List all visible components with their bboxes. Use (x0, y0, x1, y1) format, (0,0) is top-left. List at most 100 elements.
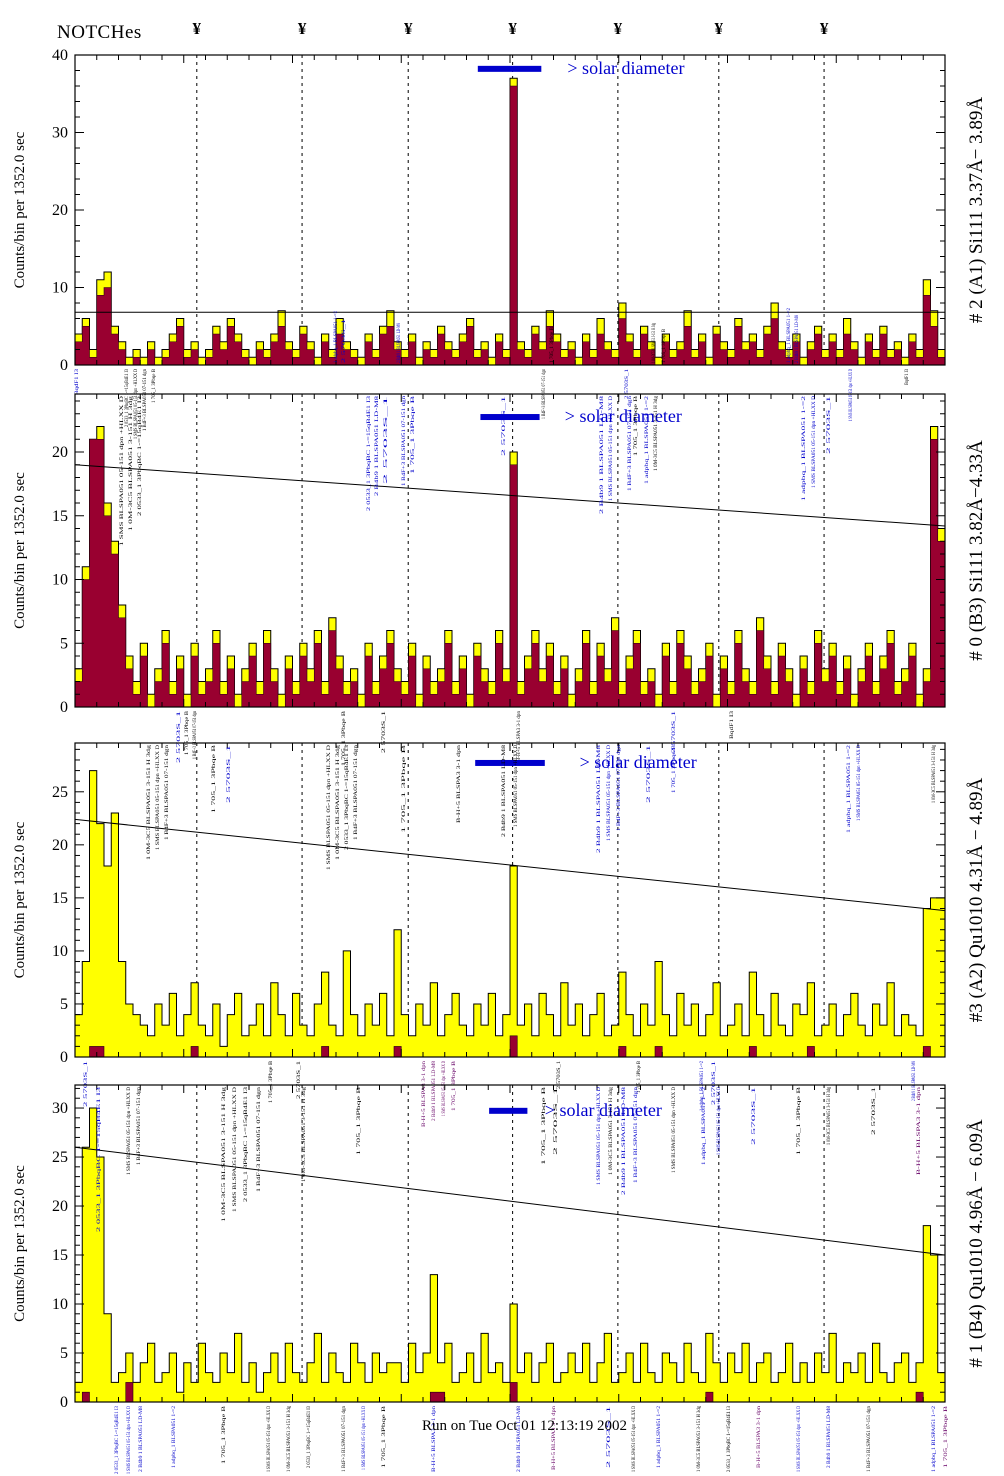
histogram-dark-red-series (74, 85, 946, 366)
fine-print-event-mark: 2 5703S_1 (711, 1061, 717, 1105)
y-tick-label: 10 (52, 280, 68, 297)
detector-range-label: # 2 (A1) Si111 3.37Å− 3.89Å (966, 97, 987, 323)
fine-print-event-mark: 1 705_1 3Pbqe B (341, 711, 347, 766)
y-tick-label: 20 (52, 202, 68, 219)
detector-range-label: # 1 (B4) Qu1010 4.96Å − 6.09Å (966, 1119, 987, 1367)
fine-print-event-mark: 1 705_1 3Pbqe B (671, 745, 677, 793)
y-tick-label: 0 (60, 1049, 68, 1066)
fine-print-event-mark: 1 0M-3C5 BLSPA051 3-151 H 3dg (221, 1087, 227, 1222)
fine-print-event-mark: 1 B4F+3 BLSPA051 07-151 dgn (341, 1406, 347, 1472)
threshold-line (74, 464, 946, 527)
fine-print-event-mark: BqdF1 I3 (904, 369, 910, 385)
histogram-total-series (74, 770, 946, 1058)
detector-range-label: # 0 (B3) Si111 3.82Å−4.33Å (966, 440, 987, 661)
y-tick-label: 30 (52, 125, 68, 142)
panel-4: 0 5 10 15 20 25 30 Counts/bin per 1352.0 sec # 1… (12, 1084, 987, 1474)
fine-print-event-mark: 1 SMS BLSPA051 05-151 dpn +HLXX D (326, 745, 332, 870)
fine-print-event-mark: 1 SMS BLSPA051 05-151 dpn +HLXX D (266, 1406, 272, 1472)
fine-print-event-mark: 1 SMS BLSPA051 05-151 dpn +HLXX D (631, 1406, 637, 1472)
fine-print-event-mark: 1 705_1 3Pbqe B (381, 1405, 387, 1468)
fine-print-event-mark: 1 705_1 3Pbqe B (796, 1086, 802, 1155)
fine-print-event-mark: 1 0M-3C5 BLSPA051 3-151 H 3dg (653, 396, 659, 471)
fine-print-event-mark: 2 B4b9 1 BLSPA051 LD-M8 (794, 315, 800, 363)
fine-print-event-mark: 2 5703S_1 (751, 1086, 757, 1145)
fine-print-event-mark: 1 0M-3C5 BLSPA051 3-151 H 3dg (286, 1406, 292, 1472)
solar-diameter-label: > solar diameter (567, 58, 684, 78)
fine-print-event-mark: 2 5703S_1 (606, 1405, 612, 1468)
y-tick-label: 5 (60, 635, 68, 652)
y-tick-label: 15 (52, 890, 68, 907)
notch-symbol-icon: ¥ (819, 19, 829, 38)
fine-print-event-mark: 1 705_1 3Pbqe B (356, 1086, 362, 1155)
fine-print-event-mark: 1 adpbq_1 BLSPA051 1-=2 (701, 1087, 707, 1165)
fine-print-event-mark: 1 0M-3C5 BLSPA051 3-151 H 3dg (696, 1406, 702, 1472)
solar-diameter-bar (480, 414, 540, 421)
y-tick-label: 10 (52, 1296, 68, 1313)
fine-print-event-mark: 1 SMS BLSPA051 05-151 dpn +HLXX D (606, 745, 612, 841)
y-tick-label: 25 (52, 1149, 68, 1166)
fine-print-event-mark: 1 0M-3C5 BLSPA051 3-151 H 3dg (651, 323, 657, 363)
y-tick-label: 30 (52, 1100, 68, 1117)
fine-print-event-mark: 2 0533_1 3PbqBC 1-=15qB4E1 I3 (306, 1406, 312, 1468)
fine-print-event-mark: 1 SMS BLSPA051 05-151 dpn +HLXX D (155, 745, 161, 850)
fine-print-event-mark: 1 B4F+3 BLSPA051 07-151 dgn (136, 1087, 142, 1165)
fine-print-event-mark: 1 adpbq_1 BLSPA051 1-=2 (931, 1406, 937, 1472)
fine-print-event-mark: B-H+5 BLSPA3 3-1 dpn (421, 1061, 427, 1127)
fine-print-event-mark: 2 5703S_1 (176, 710, 182, 763)
fine-print-event-mark: 1 B4F+3 BLSPA051 07-151 dgn (616, 745, 622, 831)
fine-print-event-mark: 1 0M-3C5 BLSPA051 3-151 H 3dg (146, 745, 152, 860)
notch-symbol-icon: ¥ (403, 19, 413, 38)
fine-print-event-mark: 1 705_1 3Pbqe B (221, 1405, 227, 1464)
notch-symbol-icon: ¥ (508, 19, 517, 38)
fine-print-event-mark: 1 705_1 3Pbqe B (451, 1061, 457, 1111)
fine-print-event-mark: 1 SMS BLSPA051 05-151 dpn +HLXX D (596, 1087, 602, 1185)
fine-print-event-mark: 1 adpbq_1 BLSPA051 1-=2 (333, 311, 339, 363)
fine-print-event-mark: 1 0M-3C5 BLSPA051 3-151 H 3dg (301, 1087, 307, 1182)
fine-print-event-mark: 1 B4F+3 BLSPA051 07-151 dgn (633, 1087, 639, 1183)
fine-print-event-mark: 1 adpbq_1 BLSPA051 1-=2 (656, 1406, 662, 1468)
fine-print-event-mark: 1 SMS BLSPA051 05-151 dpn +HLXX D (796, 1406, 802, 1472)
fine-print-event-mark: 1 705_1 3Pbqe B (943, 1405, 949, 1468)
fine-print-event-mark: 2 5703S_1 (83, 1061, 89, 1107)
fine-print-event-mark: 1 705_1 3Pbqe B (549, 327, 555, 363)
fine-print-event-mark: 1 SMS BLSPA051 05-151 dpn +HLXX D (232, 1087, 238, 1212)
fine-print-event-mark: 2 5703S_1 (671, 711, 677, 753)
fine-print-event-mark: 1 B4F+3 BLSPA051 07-151 dgn (866, 1406, 872, 1472)
fine-print-event-mark: 1 0M-3C5 BLSPA051 3-151 H 3dg (931, 745, 937, 803)
fine-print-event-mark: BqdF1 I3 (74, 369, 80, 395)
fine-print-event-mark: 1 705_1 3Pbqe B (151, 369, 157, 403)
fine-print-event-mark: 1 SMS BLSPA051 05-151 dpn +HLXX D (133, 369, 139, 439)
y-tick-label: 5 (60, 996, 68, 1013)
fine-print-event-mark: 1 B4F+3 BLSPA051 07-151 dgn (142, 369, 148, 431)
y-axis-title: Counts/bin per 1352.0 sec (12, 1165, 28, 1322)
fine-print-event-mark: 2 0533_1 3PbqBC 1-=15qB4E1 I3 (114, 1406, 120, 1474)
fine-print-event-mark: 2 5703S_1 (226, 744, 232, 803)
fine-print-event-mark: 1 705_1 3Pbqe B (541, 1086, 547, 1165)
fine-print-event-mark: 2 0533_1 3PbqBC 1-=15qB4E1 I3 (726, 1406, 732, 1472)
y-tick-label: 10 (52, 572, 68, 589)
fine-print-event-mark: B-H+5 BLSPA3 3-1 dpn (456, 745, 462, 823)
fine-print-event-mark: B-H+5 BLSPA3 3-1 dpn (756, 1406, 762, 1468)
fine-print-event-mark: 1 SMS BLSPA051 05-151 dpn +HLXX D (119, 396, 125, 546)
fine-print-event-mark: 2 5703S_1 (381, 711, 387, 753)
fine-print-event-mark: 1 SMS BLSPA051 05-151 dpn +HLXX D (856, 745, 862, 821)
fine-print-event-mark: 1 SMS BLSPA051 05-151 dpn +HLXX D (126, 1087, 132, 1175)
panel-2: 0 5 10 15 20 Counts/bin per 1352.0 sec # 0 (B3… (12, 393, 987, 766)
fine-print-event-mark: 2 B4b9 1 BLSPA051 LD-M8 (501, 745, 507, 837)
fine-print-event-mark: 1 SMS BLSPA051 05-151 dpn +HLXX D (361, 1406, 367, 1470)
fine-print-event-mark: 2 B4b9 1 BLSPA051 LD-M8 (621, 1087, 627, 1195)
solar-diameter-bar (489, 1107, 528, 1114)
fine-print-event-mark: 1 705_1 3Pbqe B (661, 329, 667, 363)
fine-print-event-mark: 2 B4b9 1 BLSPA051 LD-M8 (596, 745, 602, 853)
notch-symbol-icon: ¥ (714, 19, 724, 38)
solar-diameter-label: > solar diameter (565, 406, 682, 426)
y-axis-title: Counts/bin per 1352.0 sec (12, 821, 28, 978)
fine-print-event-mark: 1 705_1 3Pbqe B (401, 744, 407, 833)
fine-print-event-mark: 1 705_1 3Pbqe B (636, 1061, 642, 1093)
fine-print-event-mark: BqdF1 I3 (729, 711, 735, 739)
fine-print-event-mark: 2 5703S_1 (871, 1087, 877, 1135)
threshold-line (74, 818, 946, 912)
fine-print-event-mark: 2 B4b9 1 BLSPA051 LD-M8 (374, 396, 380, 496)
histogram-total-series (74, 1107, 946, 1403)
histogram-dark-red-series (74, 438, 946, 708)
